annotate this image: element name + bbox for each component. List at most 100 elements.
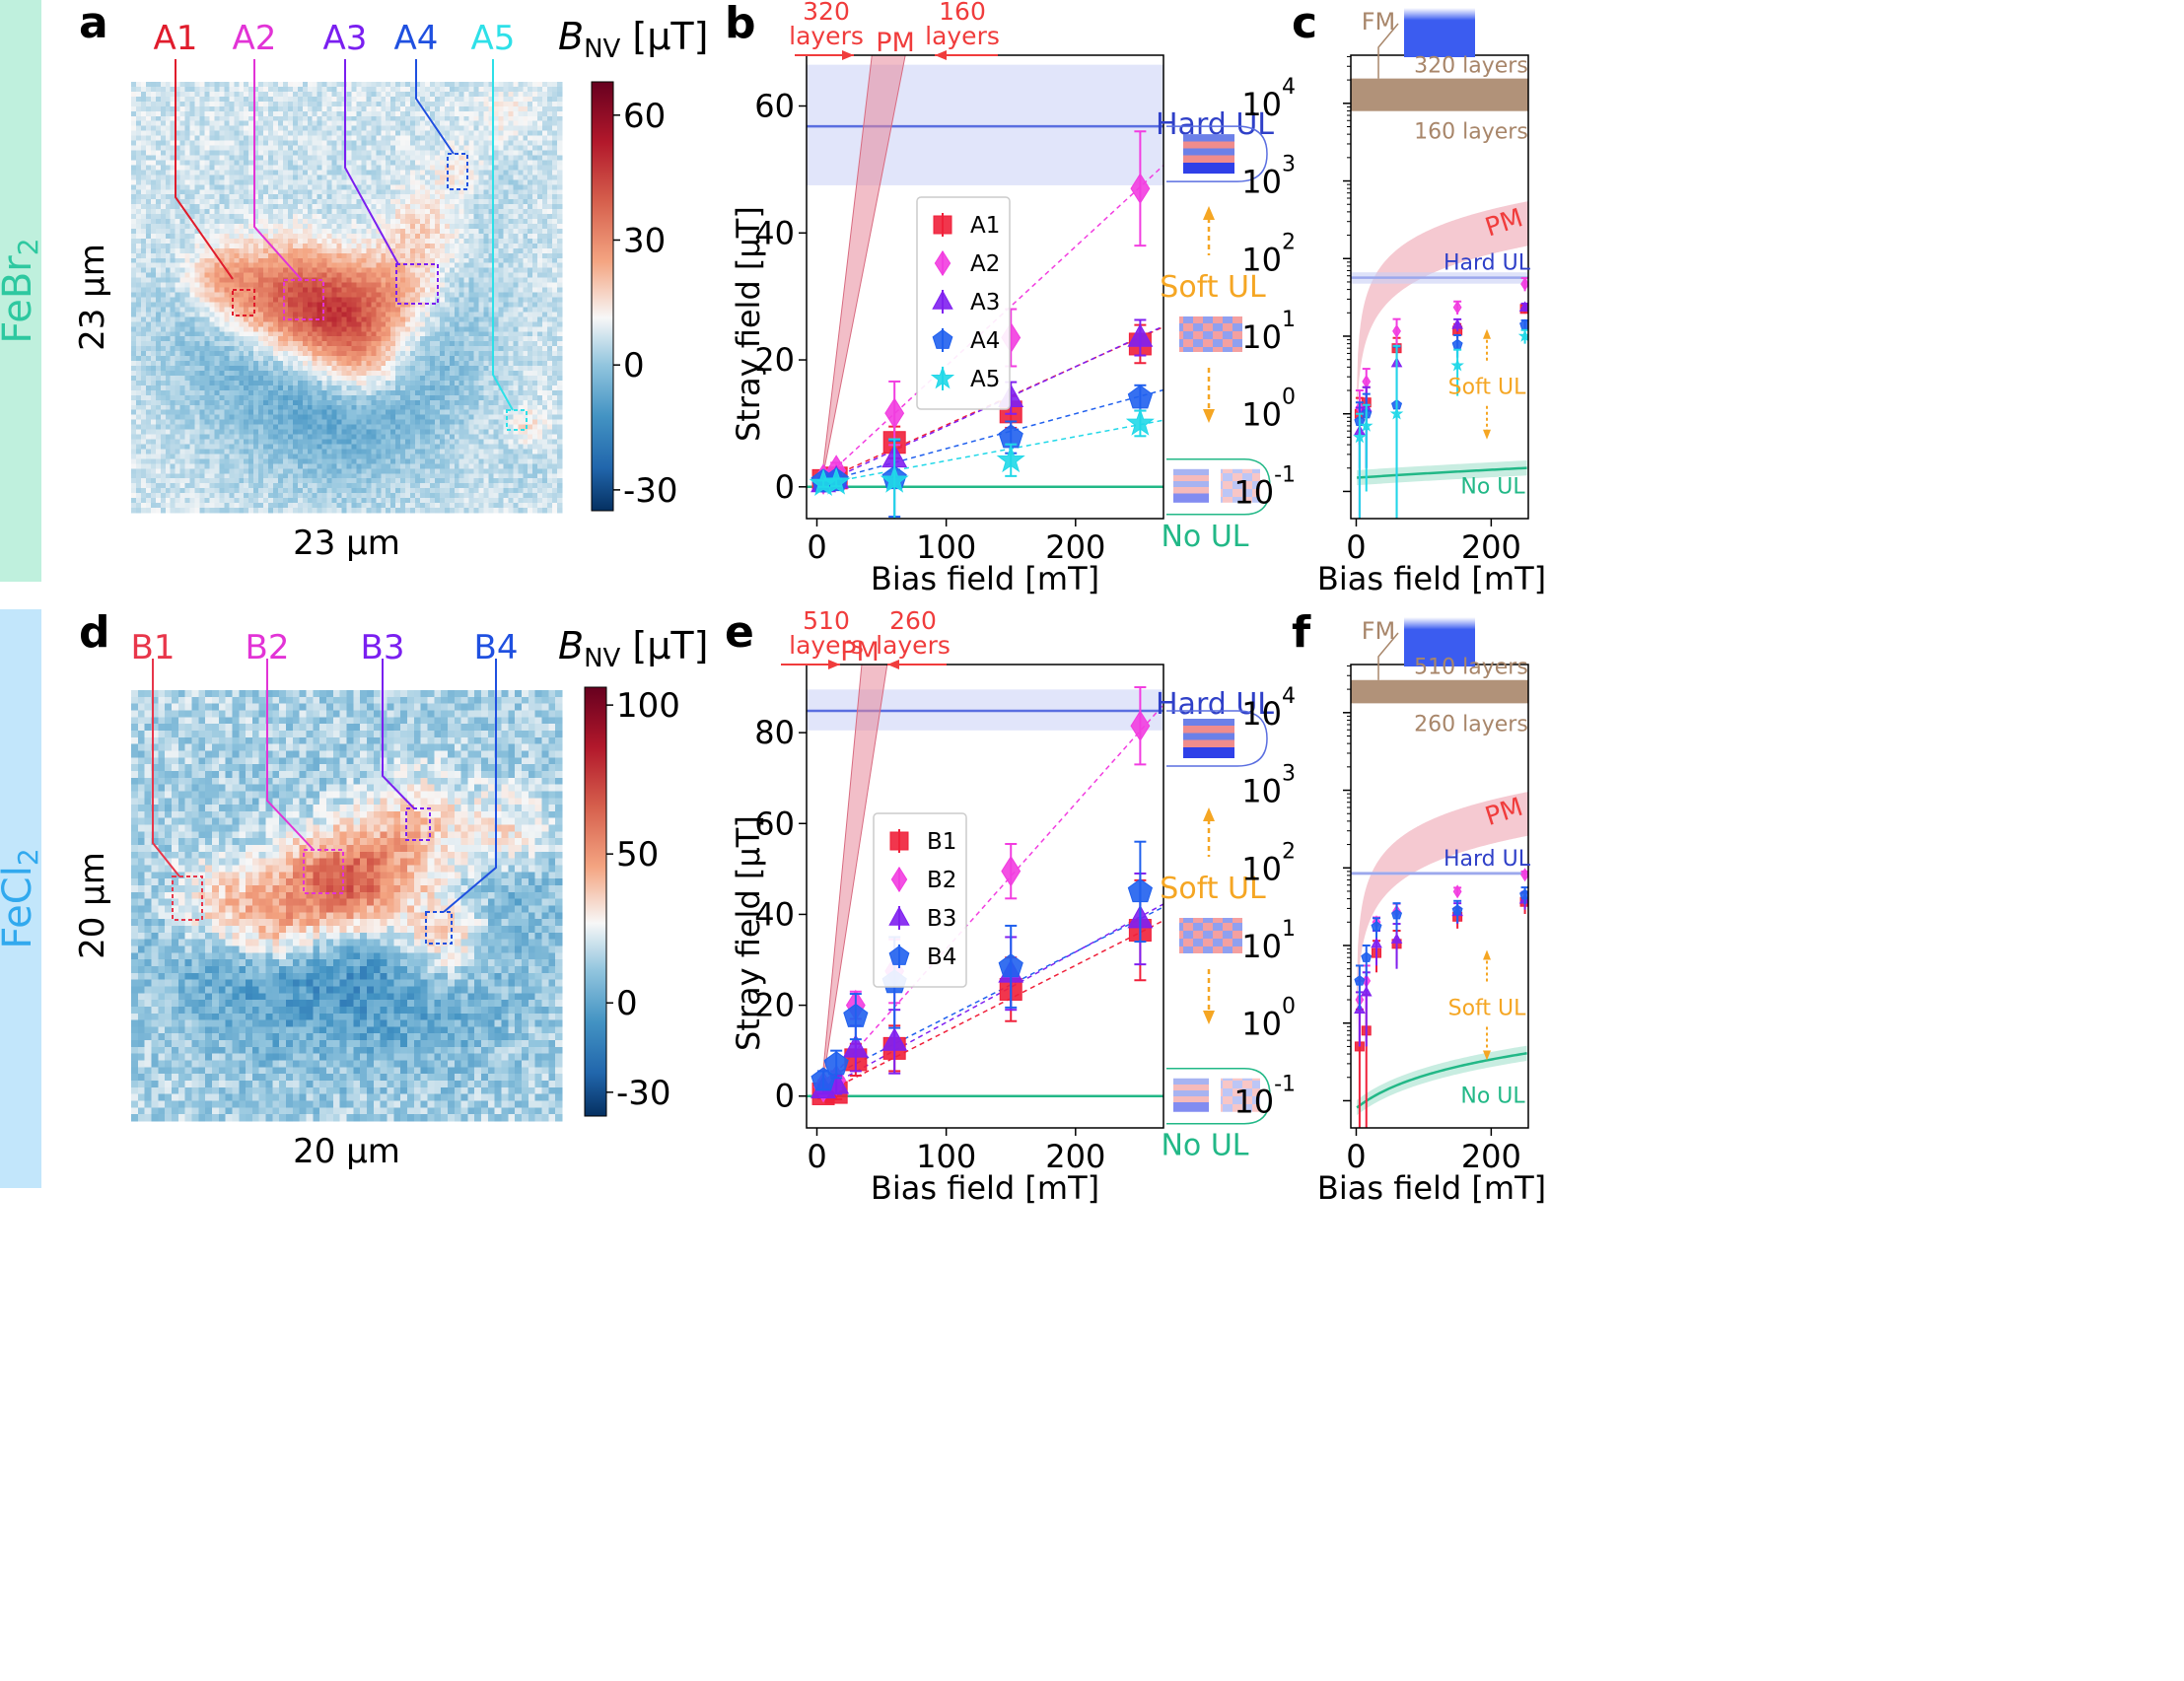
map-pixel xyxy=(263,341,269,347)
map-pixel xyxy=(341,316,348,322)
map-pixel xyxy=(234,272,240,279)
map-pixel xyxy=(356,135,362,142)
map-pixel xyxy=(321,199,328,205)
map-pixel xyxy=(434,351,441,357)
map-pixel xyxy=(376,105,382,112)
map-pixel xyxy=(248,214,254,220)
map-pixel xyxy=(150,252,157,259)
map-pixel xyxy=(434,341,441,347)
map-pixel xyxy=(219,312,225,317)
map-pixel xyxy=(170,160,176,167)
map-pixel xyxy=(557,224,563,230)
map-pixel xyxy=(547,179,553,185)
map-pixel xyxy=(439,101,446,107)
map-pixel xyxy=(366,297,372,304)
map-pixel xyxy=(552,101,558,107)
map-pixel xyxy=(361,189,367,195)
map-pixel xyxy=(503,243,509,249)
map-pixel xyxy=(386,307,391,313)
map-pixel xyxy=(415,326,421,332)
map-pixel xyxy=(321,110,328,117)
map-pixel xyxy=(493,316,500,322)
map-pixel xyxy=(297,287,304,294)
map-pixel xyxy=(429,184,436,190)
map-pixel xyxy=(184,130,191,137)
map-pixel xyxy=(523,140,528,147)
map-pixel xyxy=(258,267,264,274)
map-pixel xyxy=(336,302,343,309)
map-pixel xyxy=(224,105,230,112)
map-pixel xyxy=(381,115,387,122)
map-pixel xyxy=(390,204,396,210)
map-pixel xyxy=(184,91,191,98)
map-pixel xyxy=(229,356,235,362)
map-pixel xyxy=(552,233,558,240)
map-pixel xyxy=(390,297,396,304)
map-pixel xyxy=(376,82,382,88)
map-pixel xyxy=(219,110,225,117)
map-pixel xyxy=(454,175,460,180)
map-pixel xyxy=(189,86,196,93)
map-pixel xyxy=(131,302,137,309)
map-pixel xyxy=(552,346,558,352)
map-pixel xyxy=(434,120,441,127)
map-pixel xyxy=(381,331,387,337)
map-pixel xyxy=(214,228,220,235)
map-pixel xyxy=(244,155,249,162)
map-pixel xyxy=(542,243,548,249)
map-pixel xyxy=(528,351,533,357)
map-pixel xyxy=(498,115,505,122)
map-pixel xyxy=(263,321,269,327)
map-pixel xyxy=(376,247,382,254)
map-pixel xyxy=(552,287,558,294)
map-pixel xyxy=(239,262,245,269)
map-pixel xyxy=(229,86,235,93)
map-pixel xyxy=(557,184,563,190)
map-pixel xyxy=(150,272,157,279)
map-pixel xyxy=(292,214,299,220)
map-pixel xyxy=(224,86,230,93)
map-pixel xyxy=(292,277,299,284)
map-pixel xyxy=(351,115,358,122)
map-pixel xyxy=(209,341,216,347)
map-pixel xyxy=(523,336,528,342)
map-pixel xyxy=(135,150,142,157)
map-pixel xyxy=(170,267,176,274)
map-pixel xyxy=(317,175,323,180)
map-pixel xyxy=(263,135,269,142)
map-pixel xyxy=(263,145,269,152)
map-pixel xyxy=(140,336,147,342)
map-pixel xyxy=(454,282,460,289)
map-pixel xyxy=(341,184,348,190)
map-pixel xyxy=(282,287,289,294)
map-pixel xyxy=(552,145,558,152)
map-pixel xyxy=(239,120,245,127)
map-pixel xyxy=(145,175,152,180)
map-pixel xyxy=(523,115,528,122)
map-pixel xyxy=(150,145,157,152)
map-pixel xyxy=(175,312,181,317)
map-pixel xyxy=(140,287,147,294)
map-pixel xyxy=(390,331,396,337)
map-pixel xyxy=(307,351,314,357)
map-pixel xyxy=(273,194,279,200)
map-pixel xyxy=(341,204,348,210)
map-pixel xyxy=(297,267,304,274)
map-pixel xyxy=(292,262,299,269)
map-pixel xyxy=(189,160,196,167)
map-pixel xyxy=(199,257,206,264)
map-pixel xyxy=(473,160,480,167)
map-pixel xyxy=(204,257,211,264)
map-pixel xyxy=(244,145,249,152)
map-pixel xyxy=(518,179,524,185)
map-pixel xyxy=(336,292,343,299)
map-pixel xyxy=(395,243,401,249)
map-pixel xyxy=(498,160,505,167)
map-pixel xyxy=(483,326,490,332)
map-pixel xyxy=(341,189,348,195)
map-pixel xyxy=(224,247,230,254)
map-pixel xyxy=(175,233,181,240)
map-pixel xyxy=(429,257,436,264)
map-pixel xyxy=(140,135,147,142)
map-pixel xyxy=(532,194,538,200)
